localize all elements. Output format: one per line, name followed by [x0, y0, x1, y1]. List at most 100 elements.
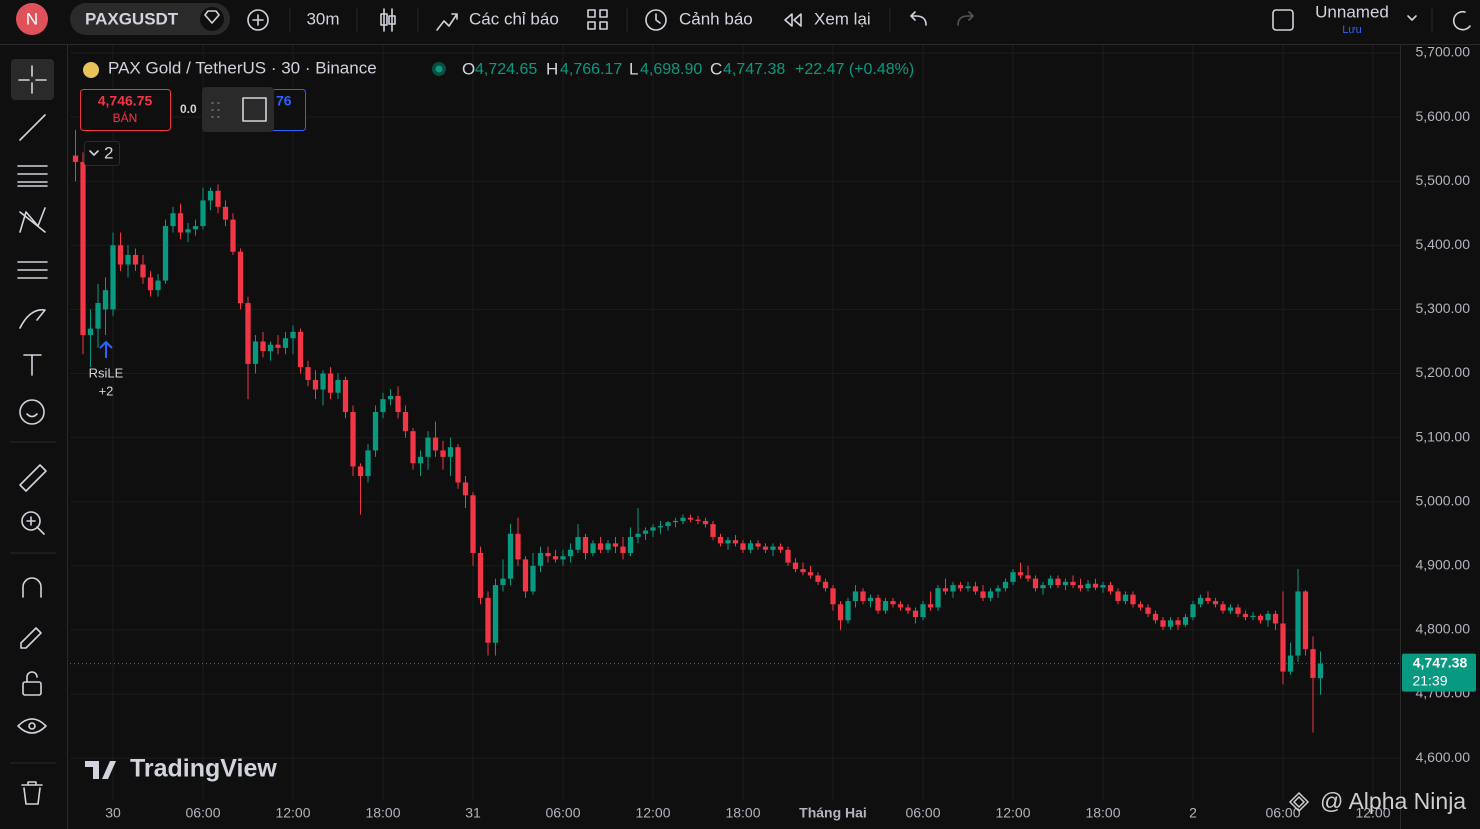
compare-button[interactable] [247, 9, 269, 31]
candle-body [275, 344, 281, 348]
candle-body [192, 226, 199, 230]
candle-body [1182, 617, 1189, 625]
zoom-tool[interactable] [21, 511, 41, 531]
save-button[interactable]: Lưu [1342, 24, 1362, 36]
forecast-tool[interactable] [17, 261, 48, 279]
x-tick-label: Tháng Hai [799, 805, 867, 821]
drag-handle [211, 102, 220, 118]
candle-body [552, 556, 559, 560]
y-tick-label: 4,600.00 [1416, 749, 1471, 765]
candle-body [335, 379, 341, 393]
candle-body [965, 586, 971, 589]
alert-icon-hand [655, 13, 661, 24]
brush-tool[interactable] [19, 309, 46, 329]
magnet-tool[interactable] [22, 577, 42, 598]
candle-body [1257, 615, 1264, 621]
interval[interactable]: 30m [306, 9, 339, 28]
x-tick-label: 12:00 [635, 805, 670, 821]
x-tick-label: 30 [105, 805, 121, 821]
candle-body [1250, 615, 1256, 618]
y-tick-label: 5,400.00 [1416, 236, 1471, 252]
crosshair-tool[interactable] [18, 65, 47, 94]
candle-body [372, 411, 379, 451]
lock-tool[interactable] [22, 681, 42, 696]
layout-name[interactable]: Unnamed [1315, 2, 1389, 21]
candle-body [402, 411, 409, 432]
text-tool[interactable] [23, 354, 42, 376]
legend-h: 4,766.17 [560, 61, 622, 78]
candle-body [627, 536, 634, 553]
select-rect-icon[interactable] [242, 97, 267, 122]
candle-body [905, 607, 911, 611]
alerts-button[interactable]: Cảnh báo [679, 9, 753, 28]
measure-tool[interactable] [19, 464, 47, 492]
emoji-tool[interactable] [19, 399, 45, 425]
candle-body [537, 552, 544, 566]
x-tick-label: 12:00 [1355, 805, 1390, 821]
candle-body [342, 379, 349, 412]
candle-body [1122, 594, 1129, 602]
candle-body [410, 431, 416, 464]
candle-body [732, 540, 739, 544]
candle-body [1197, 597, 1204, 605]
candle-body [140, 264, 146, 278]
candle-body [327, 373, 334, 393]
indicator-count: 2 [104, 143, 113, 162]
candle-body [987, 591, 994, 598]
more-button[interactable] [1452, 10, 1471, 31]
layout-menu[interactable] [1407, 15, 1417, 21]
trendline-tool[interactable] [19, 114, 46, 141]
candle-body [117, 245, 124, 265]
chart-type-button[interactable] [380, 8, 396, 32]
candle-body [972, 586, 979, 592]
candle-body [590, 543, 596, 553]
delete-tool[interactable] [21, 781, 43, 805]
candle-body [357, 466, 364, 477]
candle-body [920, 604, 926, 618]
layout-toggle[interactable] [1272, 9, 1294, 31]
candle-body [230, 219, 236, 252]
candle-body [132, 254, 139, 265]
candle-body [1100, 585, 1106, 588]
y-tick-label: 5,100.00 [1416, 428, 1471, 444]
candle-body [687, 517, 694, 520]
candle-body [875, 597, 881, 611]
y-tick-label: 5,700.00 [1416, 44, 1471, 60]
top-bar [0, 0, 1480, 44]
undo-button[interactable] [910, 11, 927, 26]
sell-button[interactable] [80, 89, 171, 131]
layout-button[interactable] [587, 9, 608, 30]
candle-body [147, 277, 154, 291]
sell-price: 4,746.75 [98, 93, 153, 109]
x-tick-label: 2 [1189, 805, 1197, 821]
candle-body [852, 591, 859, 602]
indicators-button[interactable]: Các chỉ báo [469, 9, 559, 28]
candle-body [927, 604, 934, 608]
indicator-toggle[interactable] [84, 141, 120, 166]
candle-body [425, 437, 431, 457]
candle-body [162, 226, 169, 281]
candle-body [387, 395, 394, 400]
candle-body [635, 533, 641, 537]
candle-body [1272, 613, 1279, 624]
symbol-search[interactable] [70, 3, 230, 35]
credit-logo [1288, 791, 1310, 813]
x-tick-label: 06:00 [545, 805, 580, 821]
candle-body [297, 331, 304, 368]
candle-body [1160, 620, 1166, 627]
candle-body [792, 562, 799, 570]
candle-body [207, 190, 214, 201]
replay-button[interactable]: Xem lại [814, 9, 871, 28]
fib-tool[interactable] [17, 165, 48, 187]
visibility-tool[interactable] [17, 718, 47, 734]
market-status-dot [435, 65, 443, 73]
candle-body [1032, 578, 1039, 589]
candle-body [1175, 620, 1181, 625]
avatar[interactable] [16, 3, 48, 35]
y-tick-label: 4,900.00 [1416, 557, 1471, 573]
redo-button[interactable] [957, 11, 974, 26]
x-tick-label: 18:00 [1085, 805, 1120, 821]
pattern-tool[interactable] [19, 207, 46, 233]
stay-drawing-tool[interactable] [20, 627, 42, 649]
